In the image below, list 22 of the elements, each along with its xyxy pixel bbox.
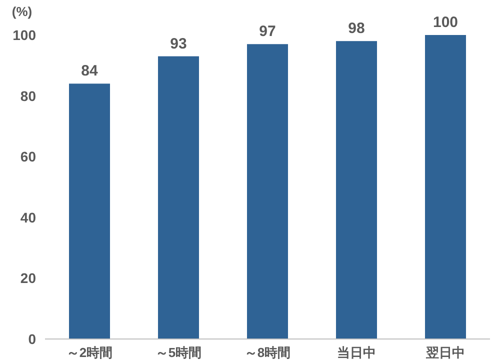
x-tick-label: ～2時間: [66, 345, 113, 360]
x-tick-label: 当日中: [337, 345, 376, 360]
bar: [425, 35, 466, 339]
y-axis-title: (%): [12, 4, 32, 19]
bar: [69, 84, 110, 339]
y-tick-label: 20: [20, 270, 36, 286]
data-label: 100: [432, 14, 458, 31]
x-tick-label: ～8時間: [244, 345, 291, 360]
data-label: 97: [259, 23, 276, 40]
bar: [336, 41, 377, 339]
y-tick-label: 60: [20, 148, 36, 165]
x-tick-label: ～5時間: [155, 345, 202, 360]
bar: [247, 44, 288, 339]
y-tick-label: 0: [28, 331, 36, 347]
bar: [158, 56, 199, 339]
y-tick-label: 40: [20, 209, 36, 226]
y-tick-label: 100: [12, 27, 36, 43]
y-tick-label: 80: [20, 88, 36, 104]
data-label: 98: [348, 20, 365, 38]
x-tick-label: 翌日中: [425, 345, 465, 360]
data-label: 84: [81, 62, 98, 80]
data-label: 93: [170, 35, 187, 52]
